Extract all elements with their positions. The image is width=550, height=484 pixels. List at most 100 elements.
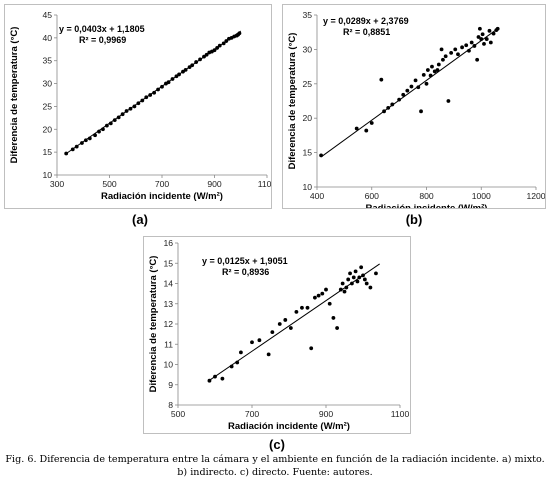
x-tick-label-b: 800: [419, 191, 434, 201]
data-point-b: [488, 40, 493, 45]
data-point-a: [177, 72, 181, 77]
data-point-c: [250, 340, 254, 345]
x-tick-label-a: 500: [102, 179, 117, 189]
data-point-a: [160, 84, 164, 89]
data-point-b: [401, 92, 406, 97]
chart-panel-c: 8 9 10 11 12 13 14 15 16 500 700 900 1100 Radiación i…: [143, 236, 411, 434]
data-point-c: [340, 281, 345, 286]
data-point-c: [294, 309, 299, 314]
y-tick-label-b: 35: [302, 10, 312, 20]
data-point-c: [353, 269, 358, 274]
data-point-c: [327, 301, 332, 306]
caption-line-1: Fig. 6. Diferencia de temperatura entre …: [5, 454, 545, 465]
data-point-c: [324, 287, 328, 292]
y-tick-label-a: 10: [42, 170, 52, 180]
data-point-c: [235, 360, 240, 365]
data-point-b: [419, 109, 423, 114]
data-point-c: [362, 277, 367, 282]
y-tick-label-c: 13: [163, 299, 173, 309]
data-point-a: [101, 127, 105, 132]
data-point-b: [425, 68, 430, 72]
data-point-a: [132, 104, 137, 109]
data-point-a: [152, 90, 157, 95]
data-point-c: [374, 271, 378, 276]
x-tick-label-a: 300: [50, 179, 65, 189]
chart-panel-a: 10 15 20 25 30 35 40 45 300 500 700 900 1100 Radiació…: [4, 4, 272, 209]
data-point-c: [213, 374, 217, 379]
x-tick-label-c: 900: [319, 409, 334, 419]
data-point-c: [355, 279, 360, 284]
data-point-b: [482, 41, 486, 46]
data-point-a: [148, 93, 153, 97]
data-point-b: [487, 28, 492, 33]
data-point-b: [409, 84, 414, 89]
panel-label-b: (b): [405, 212, 423, 227]
data-point-a: [194, 60, 199, 64]
equation-label-a: y = 0,0403x + 1,1805: [59, 24, 145, 34]
data-point-a: [212, 48, 217, 53]
data-point-a: [136, 101, 141, 106]
data-point-c: [364, 281, 369, 286]
data-point-a: [237, 31, 242, 36]
data-point-b: [476, 35, 481, 39]
y-axis-title-a: Diferencia de temperatura (°C): [9, 27, 20, 164]
data-point-b: [469, 40, 474, 45]
data-point-a: [128, 106, 133, 111]
data-point-a: [166, 80, 171, 85]
data-point-c: [351, 275, 356, 280]
y-tick-label-b: 10: [302, 182, 312, 192]
data-point-c: [266, 352, 271, 357]
chart-b: 10 15 20 25 30 35 400 600 800 1000 1200 Radiación i…: [287, 10, 545, 208]
data-point-a: [224, 39, 229, 43]
data-point-c: [229, 364, 234, 369]
data-point-c: [361, 273, 365, 278]
data-point-b: [479, 37, 484, 41]
data-point-c: [335, 326, 339, 330]
x-tick-label-b: 400: [310, 191, 325, 201]
data-point-c: [348, 271, 352, 276]
y-tick-label-c: 8: [168, 400, 173, 410]
data-point-b: [421, 72, 426, 77]
y-tick-label-a: 40: [42, 33, 52, 43]
data-point-a: [198, 57, 202, 62]
data-point-b: [369, 121, 374, 125]
data-point-c: [305, 305, 310, 310]
x-tick-label-c: 500: [171, 409, 186, 419]
y-axis-title-c: Diferencia de temperatura (°C): [148, 256, 159, 393]
data-point-b: [484, 37, 489, 41]
y-tick-label-a: 20: [42, 124, 52, 134]
data-point-c: [277, 322, 282, 326]
data-point-b: [424, 81, 429, 86]
data-point-c: [309, 346, 314, 351]
data-point-c: [300, 305, 304, 310]
data-point-c: [346, 277, 351, 282]
data-point-a: [104, 123, 109, 128]
data-point-b: [379, 77, 384, 82]
data-point-a: [156, 87, 160, 92]
data-point-b: [364, 128, 369, 133]
data-point-b: [453, 47, 458, 52]
data-point-a: [217, 43, 222, 48]
y-tick-label-a: 15: [42, 147, 52, 157]
data-point-a: [64, 151, 69, 156]
data-point-a: [170, 77, 175, 81]
data-point-c: [313, 295, 317, 300]
data-point-c: [338, 287, 343, 292]
y-tick-label-c: 15: [163, 258, 173, 268]
data-point-a: [74, 144, 79, 149]
x-tick-label-b: 1000: [472, 191, 491, 201]
data-point-c: [350, 281, 354, 286]
data-point-c: [288, 326, 293, 330]
data-point-b: [480, 32, 485, 37]
y-tick-label-a: 25: [42, 101, 52, 111]
data-point-b: [475, 57, 480, 62]
data-point-c: [207, 378, 212, 383]
data-point-b: [441, 57, 445, 62]
data-point-b: [413, 78, 418, 83]
chart-c: 8 9 10 11 12 13 14 15 16 500 700 900 1100 Radiación i…: [148, 238, 409, 432]
data-point-b: [354, 126, 359, 131]
data-point-c: [344, 285, 349, 290]
data-point-a: [215, 46, 220, 50]
x-tick-label-c: 700: [245, 409, 260, 419]
equation-label-c: y = 0,0125x + 1,9051: [202, 256, 288, 266]
